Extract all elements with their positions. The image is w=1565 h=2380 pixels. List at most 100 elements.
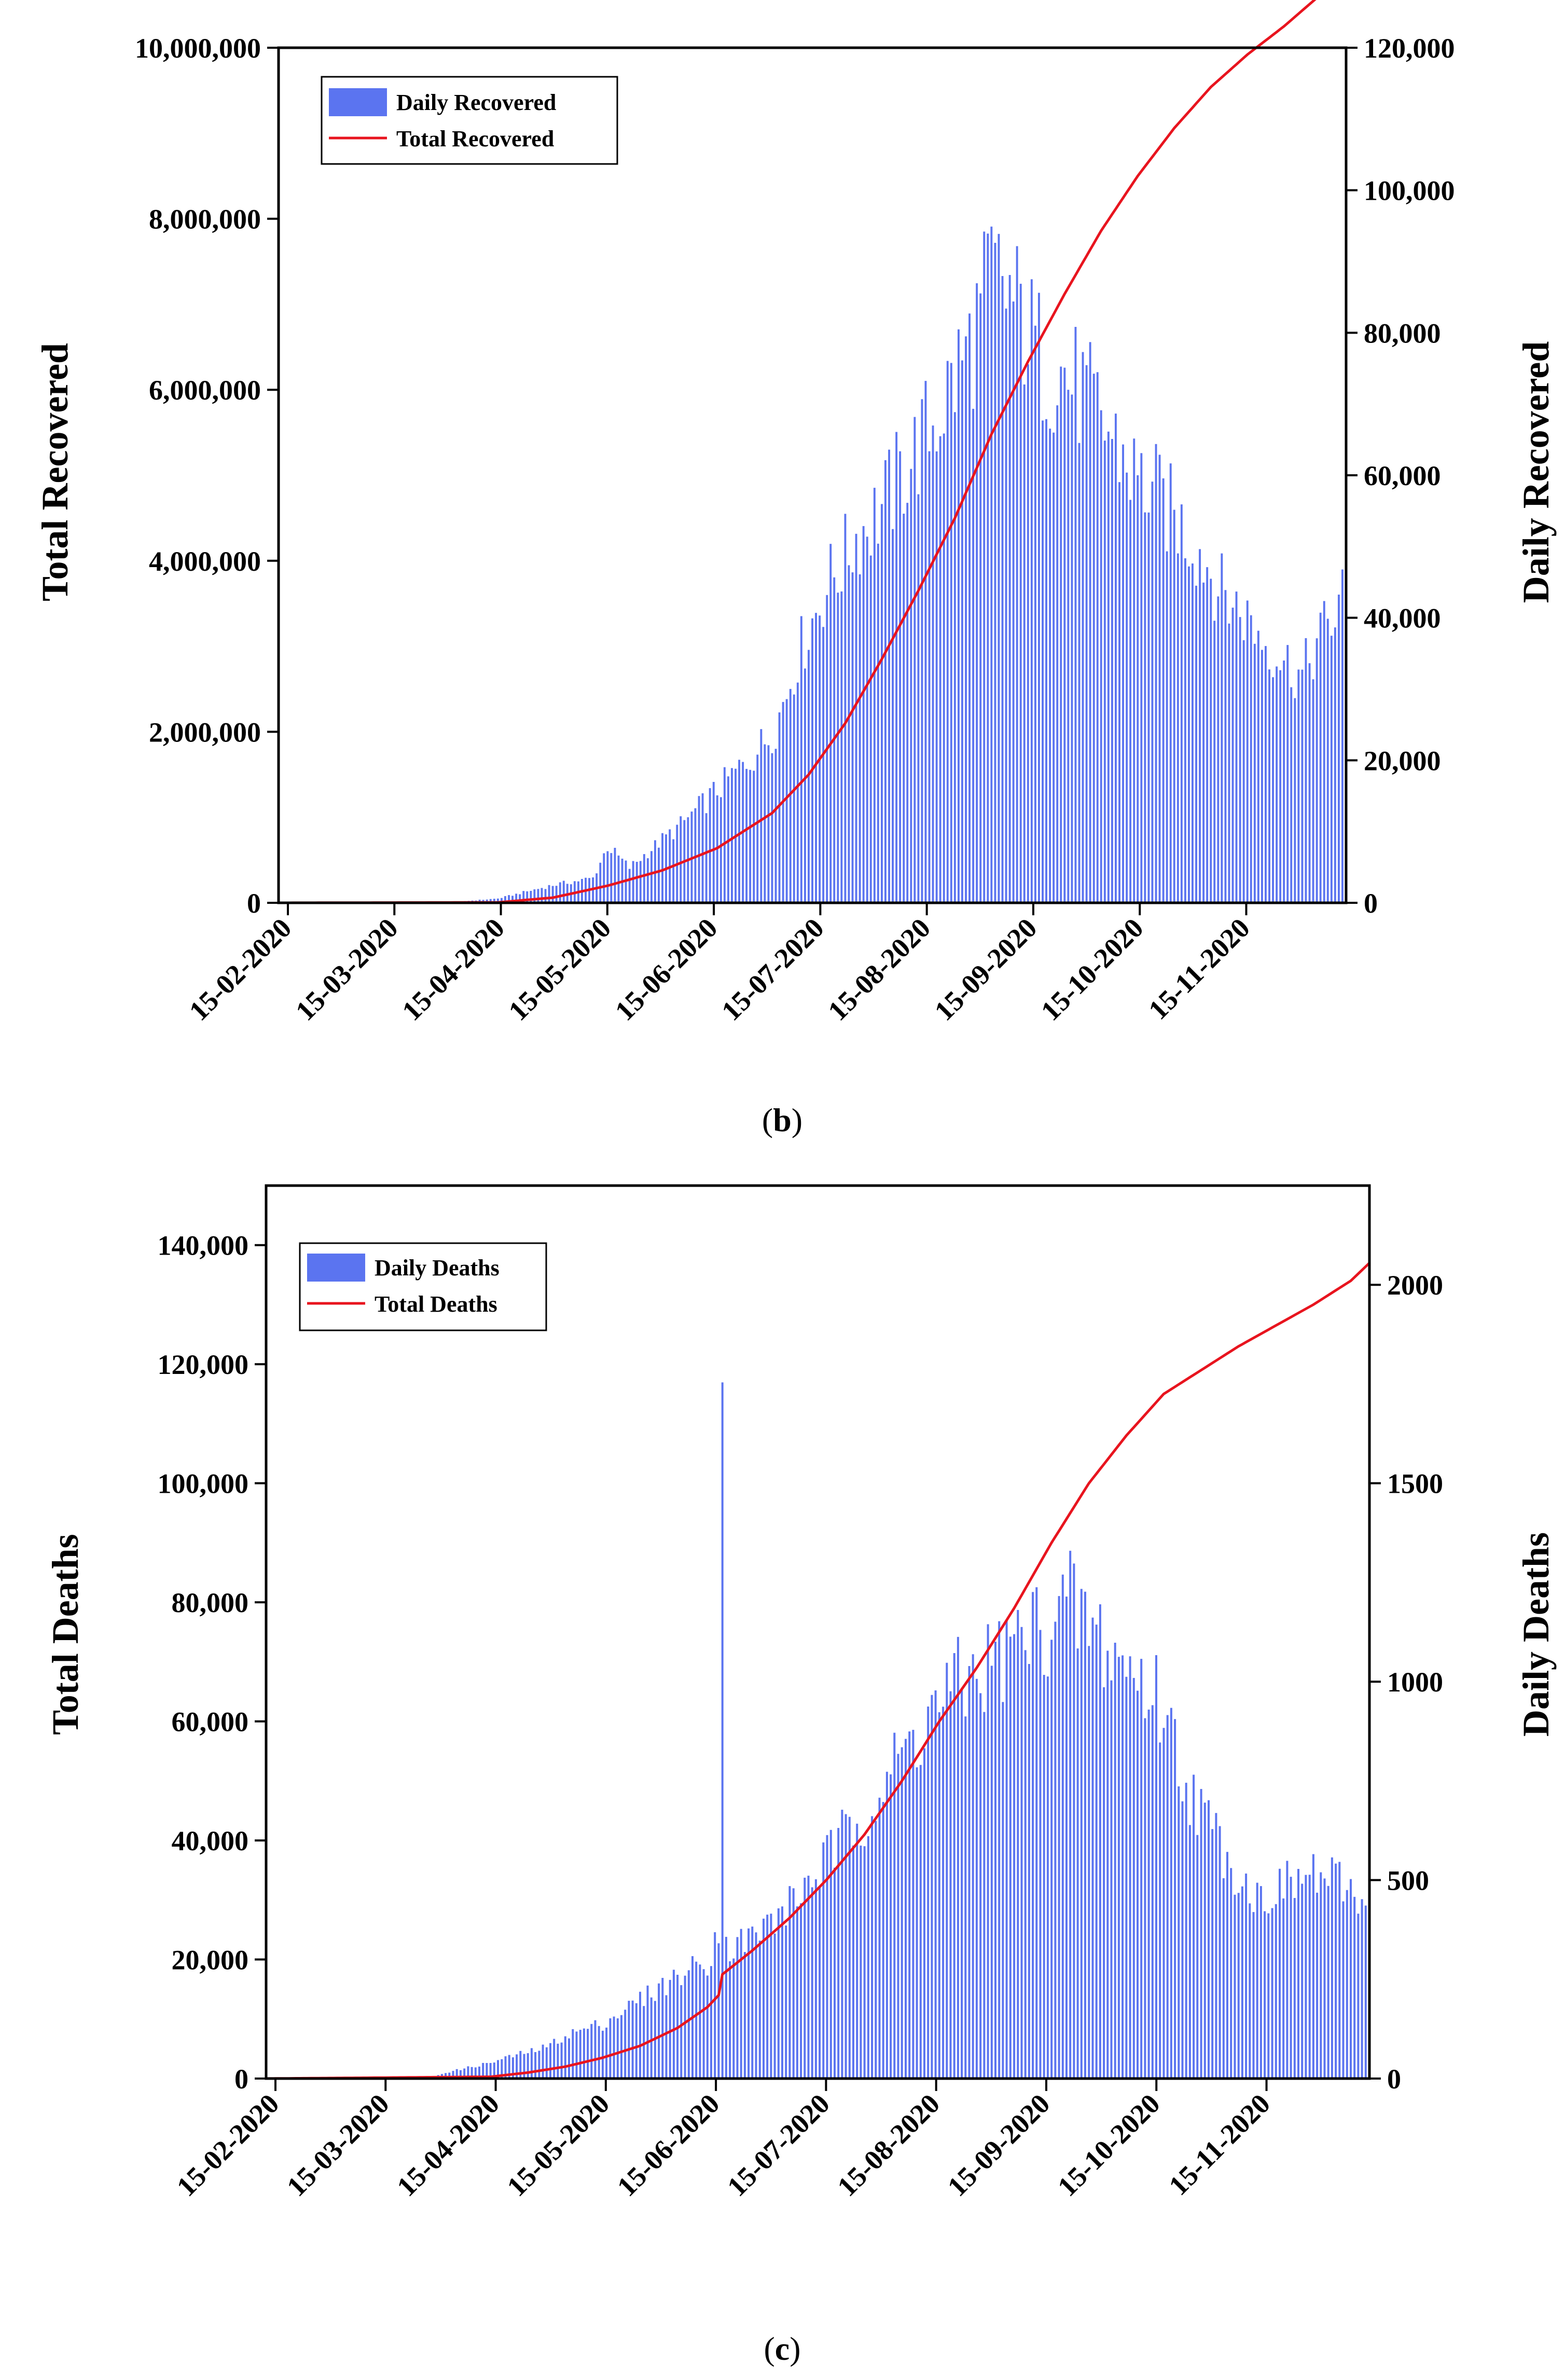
right-tick-label: 0: [1387, 2063, 1401, 2095]
daily-bar: [957, 1636, 959, 2079]
daily-bar: [743, 1952, 746, 2079]
daily-bar: [579, 2030, 581, 2079]
daily-bar: [1279, 1868, 1281, 2079]
daily-bar: [695, 1961, 698, 2079]
daily-bar: [1237, 1893, 1240, 2079]
daily-bar: [1076, 1648, 1079, 2079]
daily-bar: [796, 1906, 798, 2079]
daily-bar: [545, 2047, 548, 2079]
daily-bar: [1063, 367, 1066, 903]
daily-bar: [661, 833, 663, 903]
daily-bar: [709, 788, 711, 903]
daily-bar: [549, 2043, 551, 2079]
daily-bar: [1320, 1872, 1322, 2079]
daily-bar: [965, 336, 967, 903]
daily-bar: [895, 432, 898, 903]
daily-bar: [1166, 551, 1168, 903]
daily-bar: [1005, 308, 1007, 903]
daily-bar: [964, 1716, 967, 2079]
daily-bar: [603, 853, 605, 903]
daily-bar: [1195, 585, 1197, 903]
daily-bar: [1357, 1914, 1360, 2079]
right-tick-label: 60,000: [1364, 460, 1441, 491]
daily-bar: [1125, 1676, 1128, 2079]
daily-bar: [1137, 475, 1139, 903]
daily-bar: [1335, 1863, 1337, 2079]
daily-bar: [972, 408, 975, 903]
daily-bar: [1082, 352, 1084, 903]
daily-bar: [882, 1801, 884, 2079]
daily-bar: [1181, 1801, 1184, 2079]
daily-bar: [1012, 301, 1015, 903]
daily-bar: [1283, 661, 1285, 903]
left-tick-label: 10,000,000: [135, 33, 261, 64]
daily-bar: [811, 1887, 813, 2079]
daily-bar: [998, 1621, 1001, 2079]
daily-bar: [694, 808, 697, 903]
daily-bar: [1028, 1664, 1030, 2079]
daily-bar: [501, 898, 503, 903]
daily-bar: [672, 1970, 675, 2079]
daily-bar: [631, 2000, 634, 2079]
daily-bar: [949, 1691, 952, 2079]
daily-bar: [848, 565, 850, 903]
right-tick-label: 100,000: [1364, 175, 1455, 207]
daily-bar: [616, 2018, 619, 2079]
daily-bar: [871, 1816, 874, 2079]
daily-bar: [1078, 443, 1081, 903]
daily-bar: [976, 283, 978, 903]
left-axis-title: Total Deaths: [45, 1534, 86, 1735]
daily-bar: [1174, 1719, 1176, 2079]
daily-bar: [921, 399, 923, 903]
left-axis-title: Total Recovered: [34, 343, 76, 601]
daily-bar: [778, 712, 781, 903]
daily-bar: [575, 2031, 578, 2079]
daily-bar: [863, 1846, 866, 2079]
daily-bar: [1245, 1873, 1248, 2079]
daily-bar: [478, 2066, 480, 2079]
daily-bar: [1060, 366, 1062, 903]
daily-bar: [538, 2051, 541, 2079]
daily-bar: [800, 616, 802, 903]
daily-bar: [665, 1995, 668, 2079]
daily-bar: [1095, 1625, 1098, 2079]
daily-bar: [1192, 563, 1194, 903]
daily-bar: [501, 2059, 503, 2079]
daily-bar: [1196, 1835, 1199, 2079]
daily-bar: [1221, 553, 1223, 903]
daily-bar: [555, 886, 558, 903]
daily-bar: [1234, 1894, 1236, 2079]
daily-bar: [698, 796, 700, 903]
daily-bar: [1147, 512, 1150, 903]
daily-bar: [1016, 246, 1018, 903]
daily-bar: [1151, 1705, 1154, 2079]
daily-bar: [753, 771, 755, 903]
daily-bar: [1211, 1829, 1214, 2079]
daily-bar: [1308, 663, 1311, 903]
left-tick-label: 140,000: [158, 1230, 249, 1261]
daily-bar: [482, 2062, 484, 2079]
daily-bar: [1008, 275, 1011, 903]
daily-bar: [486, 2063, 488, 2079]
daily-bar: [946, 361, 949, 903]
legend-daily-label: Daily Deaths: [375, 1255, 500, 1281]
daily-bar: [1080, 1589, 1083, 2079]
daily-bar: [796, 682, 799, 903]
left-tick-label: 6,000,000: [149, 375, 261, 406]
daily-bar: [792, 1888, 795, 2079]
daily-bar: [496, 898, 499, 903]
daily-bar: [749, 769, 752, 903]
daily-bar: [1305, 638, 1307, 903]
left-axis-ticks: 0 2,000,000 4,000,000 6,000,000 8,000,000 10,…: [135, 33, 279, 919]
daily-bar: [1092, 374, 1095, 903]
legend: Daily Recovered Total Recovered: [321, 76, 618, 165]
daily-bar: [1184, 558, 1186, 903]
daily-bar: [789, 689, 792, 903]
daily-bar: [1038, 293, 1040, 903]
daily-bar: [699, 1964, 701, 2079]
daily-bar: [892, 529, 894, 903]
daily-bar: [1034, 325, 1036, 903]
daily-bar: [994, 243, 996, 903]
daily-bar: [1342, 1901, 1345, 2079]
daily-bar: [855, 533, 857, 903]
